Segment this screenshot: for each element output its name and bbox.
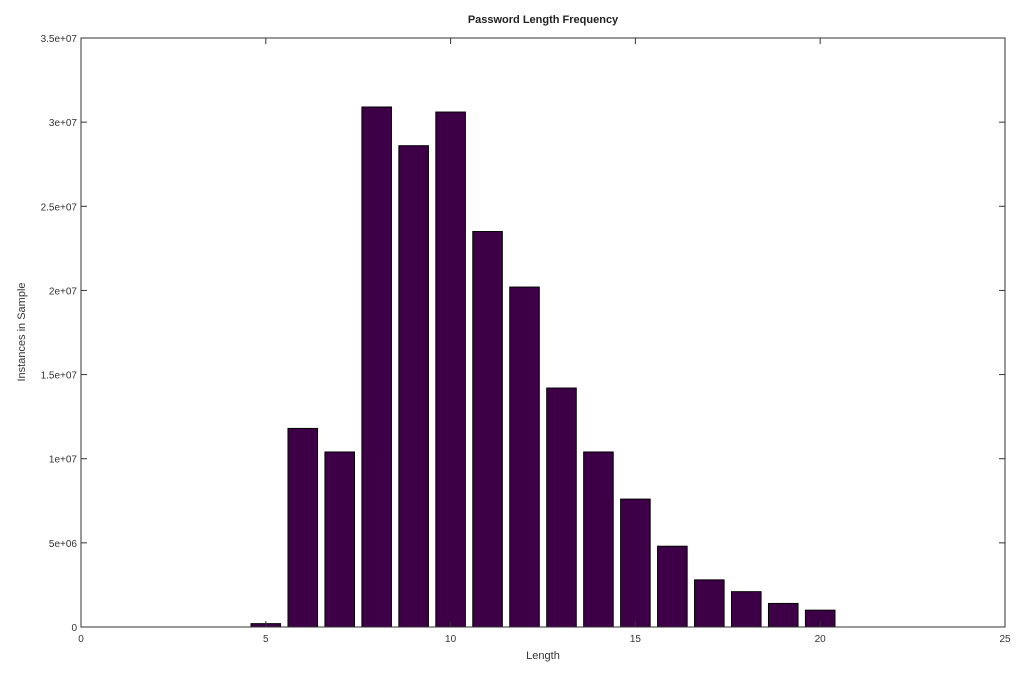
ticks-group [80, 37, 1006, 628]
bar-length-15 [620, 498, 651, 628]
y-tick-label: 3e+07 [49, 118, 78, 129]
x-tick-label: 20 [815, 634, 827, 645]
bar-length-18 [730, 591, 762, 628]
bar-length-12 [509, 286, 540, 628]
y-tick-label: 1e+07 [49, 455, 78, 466]
y-tick-label: 0 [71, 623, 77, 634]
bar-length-9 [398, 145, 429, 628]
bar-length-6 [287, 427, 319, 628]
bar-length-14 [583, 451, 614, 628]
x-tick-label: 5 [263, 634, 269, 645]
x-tick-label: 10 [445, 634, 457, 645]
x-tick-label: 25 [999, 634, 1011, 645]
bar-length-16 [657, 545, 688, 628]
bar-length-8 [361, 106, 392, 628]
y-tick-label: 3.5e+07 [41, 34, 78, 45]
y-tick-label: 2e+07 [49, 286, 78, 297]
x-tick-label: 15 [630, 634, 642, 645]
chart-title: Password Length Frequency [468, 14, 619, 26]
bar-length-11 [472, 231, 503, 628]
y-tick-label: 1.5e+07 [41, 371, 78, 382]
bar-length-19 [767, 602, 799, 628]
y-tick-label: 5e+06 [49, 539, 78, 550]
plot-frame [80, 37, 1006, 628]
bar-length-13 [546, 387, 577, 628]
bars-group [250, 106, 836, 628]
y-axis-label: Instances in Sample [16, 282, 28, 381]
tick-labels-group: 0 5 10 15 20 25 0 5e+06 1e+07 1.5e+07 2e+07 2.5e+07… [41, 34, 1011, 645]
x-axis-label: Length [526, 650, 560, 662]
x-tick-label: 0 [78, 634, 84, 645]
bar-length-17 [694, 579, 725, 628]
bar-length-7 [324, 451, 356, 628]
bar-length-10 [435, 111, 466, 628]
y-tick-label: 2.5e+07 [41, 202, 78, 213]
